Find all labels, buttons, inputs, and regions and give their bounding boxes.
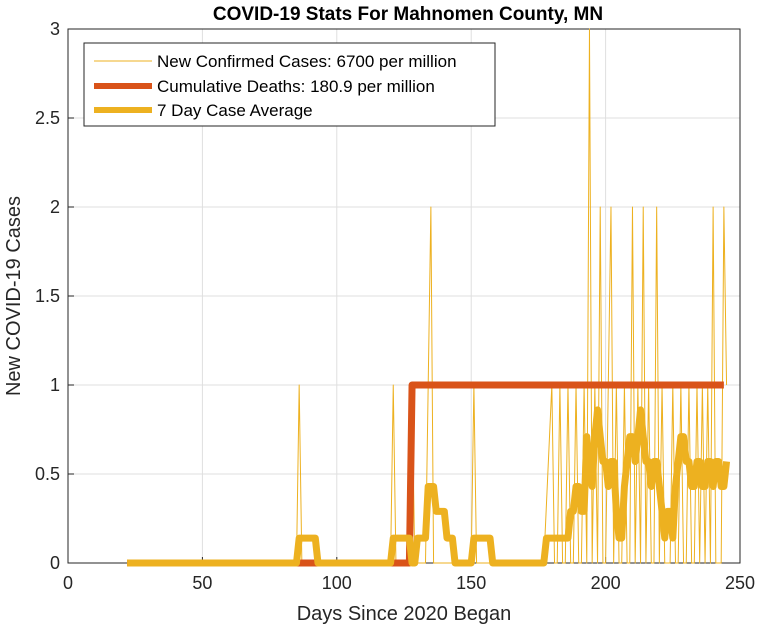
y-tick-label: 1 [50, 375, 60, 395]
y-tick-label: 0.5 [35, 464, 60, 484]
legend-label-new-cases: New Confirmed Cases: 6700 per million [157, 52, 457, 71]
series-new-cases-line [127, 28, 728, 564]
legend: New Confirmed Cases: 6700 per million Cu… [83, 42, 496, 127]
chart-title: COVID-19 Stats For Mahnomen County, MN [213, 4, 603, 25]
y-tick-label: 2 [50, 197, 60, 217]
x-tick-label: 200 [591, 573, 621, 593]
legend-box [83, 42, 496, 127]
x-axis-label: Days Since 2020 Began [297, 603, 512, 625]
x-tick-label: 100 [322, 573, 352, 593]
x-tick-label: 150 [456, 573, 486, 593]
series-layer [127, 28, 731, 567]
legend-label-avg: 7 Day Case Average [157, 101, 313, 120]
x-tick-label: 0 [63, 573, 73, 593]
x-tick-label: 250 [725, 573, 755, 593]
y-tick-label: 2.5 [35, 108, 60, 128]
x-tick-label: 50 [192, 573, 212, 593]
y-tick-label: 1.5 [35, 286, 60, 306]
x-axis: 0 50 100 150 200 250 [63, 557, 755, 593]
y-axis: 0 0.5 1 1.5 2 2.5 3 [35, 19, 74, 573]
y-axis-label: New COVID-19 Cases [3, 196, 25, 396]
y-tick-label: 0 [50, 553, 60, 573]
series-7day-average-line [127, 406, 731, 567]
y-tick-label: 3 [50, 19, 60, 39]
legend-label-deaths: Cumulative Deaths: 180.9 per million [157, 77, 435, 96]
